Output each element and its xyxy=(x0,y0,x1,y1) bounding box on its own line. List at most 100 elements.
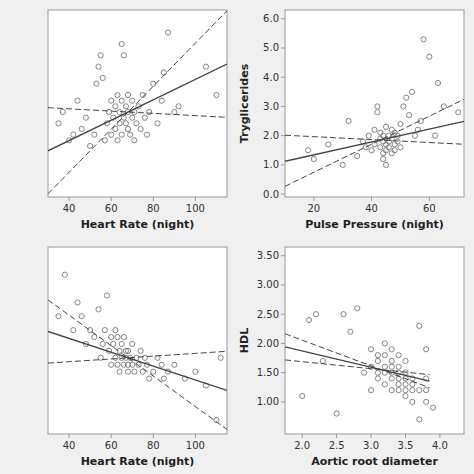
scatter-point xyxy=(378,145,383,150)
scatter-point xyxy=(355,153,360,158)
scatter-point xyxy=(125,92,130,97)
y-tick-label: 2.0 xyxy=(263,130,279,141)
scatter-point xyxy=(403,382,408,387)
scatter-point xyxy=(382,382,387,387)
scatter-point xyxy=(435,80,440,85)
plot-frame xyxy=(48,247,227,434)
scatter-point xyxy=(151,369,156,374)
scatter-point xyxy=(334,411,339,416)
scatter-point xyxy=(383,148,388,153)
scatter-point xyxy=(378,130,383,135)
scatter-point xyxy=(218,355,223,360)
scatter-point xyxy=(104,293,109,298)
y-tick xyxy=(281,135,285,136)
y-tick-label: 2.00 xyxy=(257,338,279,349)
scatter-point xyxy=(424,347,429,352)
ci-line xyxy=(285,135,464,144)
scatter-point xyxy=(130,362,135,367)
scatter-point xyxy=(100,75,105,80)
scatter-point xyxy=(421,37,426,42)
scatter-point xyxy=(417,323,422,328)
scatter-point xyxy=(375,370,380,375)
scatter-point xyxy=(346,118,351,123)
scatter-point xyxy=(121,53,126,58)
scatter-point xyxy=(96,64,101,69)
scatter-point xyxy=(383,142,388,147)
scatter-point xyxy=(96,307,101,312)
x-axis-label: Heart Rate (night) xyxy=(81,455,195,468)
y-tick-label: 4.0 xyxy=(263,72,279,83)
y-tick xyxy=(281,194,285,195)
scatter-point xyxy=(159,98,164,103)
scatter-point xyxy=(375,104,380,109)
regression-line xyxy=(48,64,227,151)
scatter-point xyxy=(382,353,387,358)
scatter-point xyxy=(389,347,394,352)
scatter-point xyxy=(424,399,429,404)
plot-frame xyxy=(285,247,464,434)
scatter-point xyxy=(368,388,373,393)
y-tick xyxy=(281,106,285,107)
scatter-point xyxy=(441,104,446,109)
y-tick-label: 3.00 xyxy=(257,279,279,290)
scatter-point xyxy=(383,162,388,167)
scatter-point xyxy=(88,143,93,148)
scatter-point xyxy=(369,148,374,153)
scatter-point xyxy=(403,388,408,393)
scatter-point xyxy=(417,388,422,393)
x-tick xyxy=(69,197,70,201)
x-tick xyxy=(439,434,440,438)
x-tick-label: 60 xyxy=(105,440,118,451)
scatter-point xyxy=(119,341,124,346)
y-tick-label: 3.50 xyxy=(257,250,279,261)
panel: 2.02.53.03.54.01.001.502.002.503.003.50A… xyxy=(238,247,464,468)
scatter-point xyxy=(172,362,177,367)
regression-line xyxy=(48,331,227,390)
scatter-point xyxy=(375,353,380,358)
scatter-point xyxy=(71,328,76,333)
scatter-point xyxy=(386,145,391,150)
scatter-point xyxy=(146,376,151,381)
ci-line xyxy=(285,99,464,186)
x-tick xyxy=(195,434,196,438)
y-tick xyxy=(281,401,285,402)
scatter-point xyxy=(165,30,170,35)
scatter-point xyxy=(119,132,124,137)
x-tick xyxy=(195,197,196,201)
x-tick xyxy=(405,434,406,438)
x-tick xyxy=(153,434,154,438)
ci-line xyxy=(48,11,227,194)
scatter-point xyxy=(98,53,103,58)
scatter-point xyxy=(389,151,394,156)
scatter-point xyxy=(142,115,147,120)
scatter-point xyxy=(392,142,397,147)
scatter-point xyxy=(113,355,118,360)
y-tick-label: 5.0 xyxy=(263,42,279,53)
scatter-point xyxy=(113,328,118,333)
x-tick-label: 80 xyxy=(147,440,160,451)
scatter-point xyxy=(123,104,128,109)
figure: 406080100Heart Rate (night)2040600.01.02… xyxy=(0,0,474,474)
scatter-point xyxy=(398,145,403,150)
scatter-point xyxy=(372,127,377,132)
scatter-point xyxy=(119,41,124,46)
scatter-point xyxy=(396,353,401,358)
y-tick xyxy=(281,343,285,344)
scatter-point xyxy=(396,388,401,393)
x-axis-label: Heart Rate (night) xyxy=(81,218,195,231)
x-tick-label: 3.5 xyxy=(398,440,414,451)
scatter-point xyxy=(410,388,415,393)
ci-line xyxy=(48,108,227,118)
scatter-point xyxy=(94,81,99,86)
scatter-point xyxy=(111,341,116,346)
x-tick-label: 2.0 xyxy=(294,440,310,451)
plot-area xyxy=(48,11,227,194)
plot-frame xyxy=(48,10,227,197)
scatter-point xyxy=(300,393,305,398)
scatter-point xyxy=(389,364,394,369)
scatter-point xyxy=(71,132,76,137)
scatter-point xyxy=(398,121,403,126)
regression-line xyxy=(285,121,464,161)
scatter-point xyxy=(121,334,126,339)
y-tick xyxy=(281,372,285,373)
